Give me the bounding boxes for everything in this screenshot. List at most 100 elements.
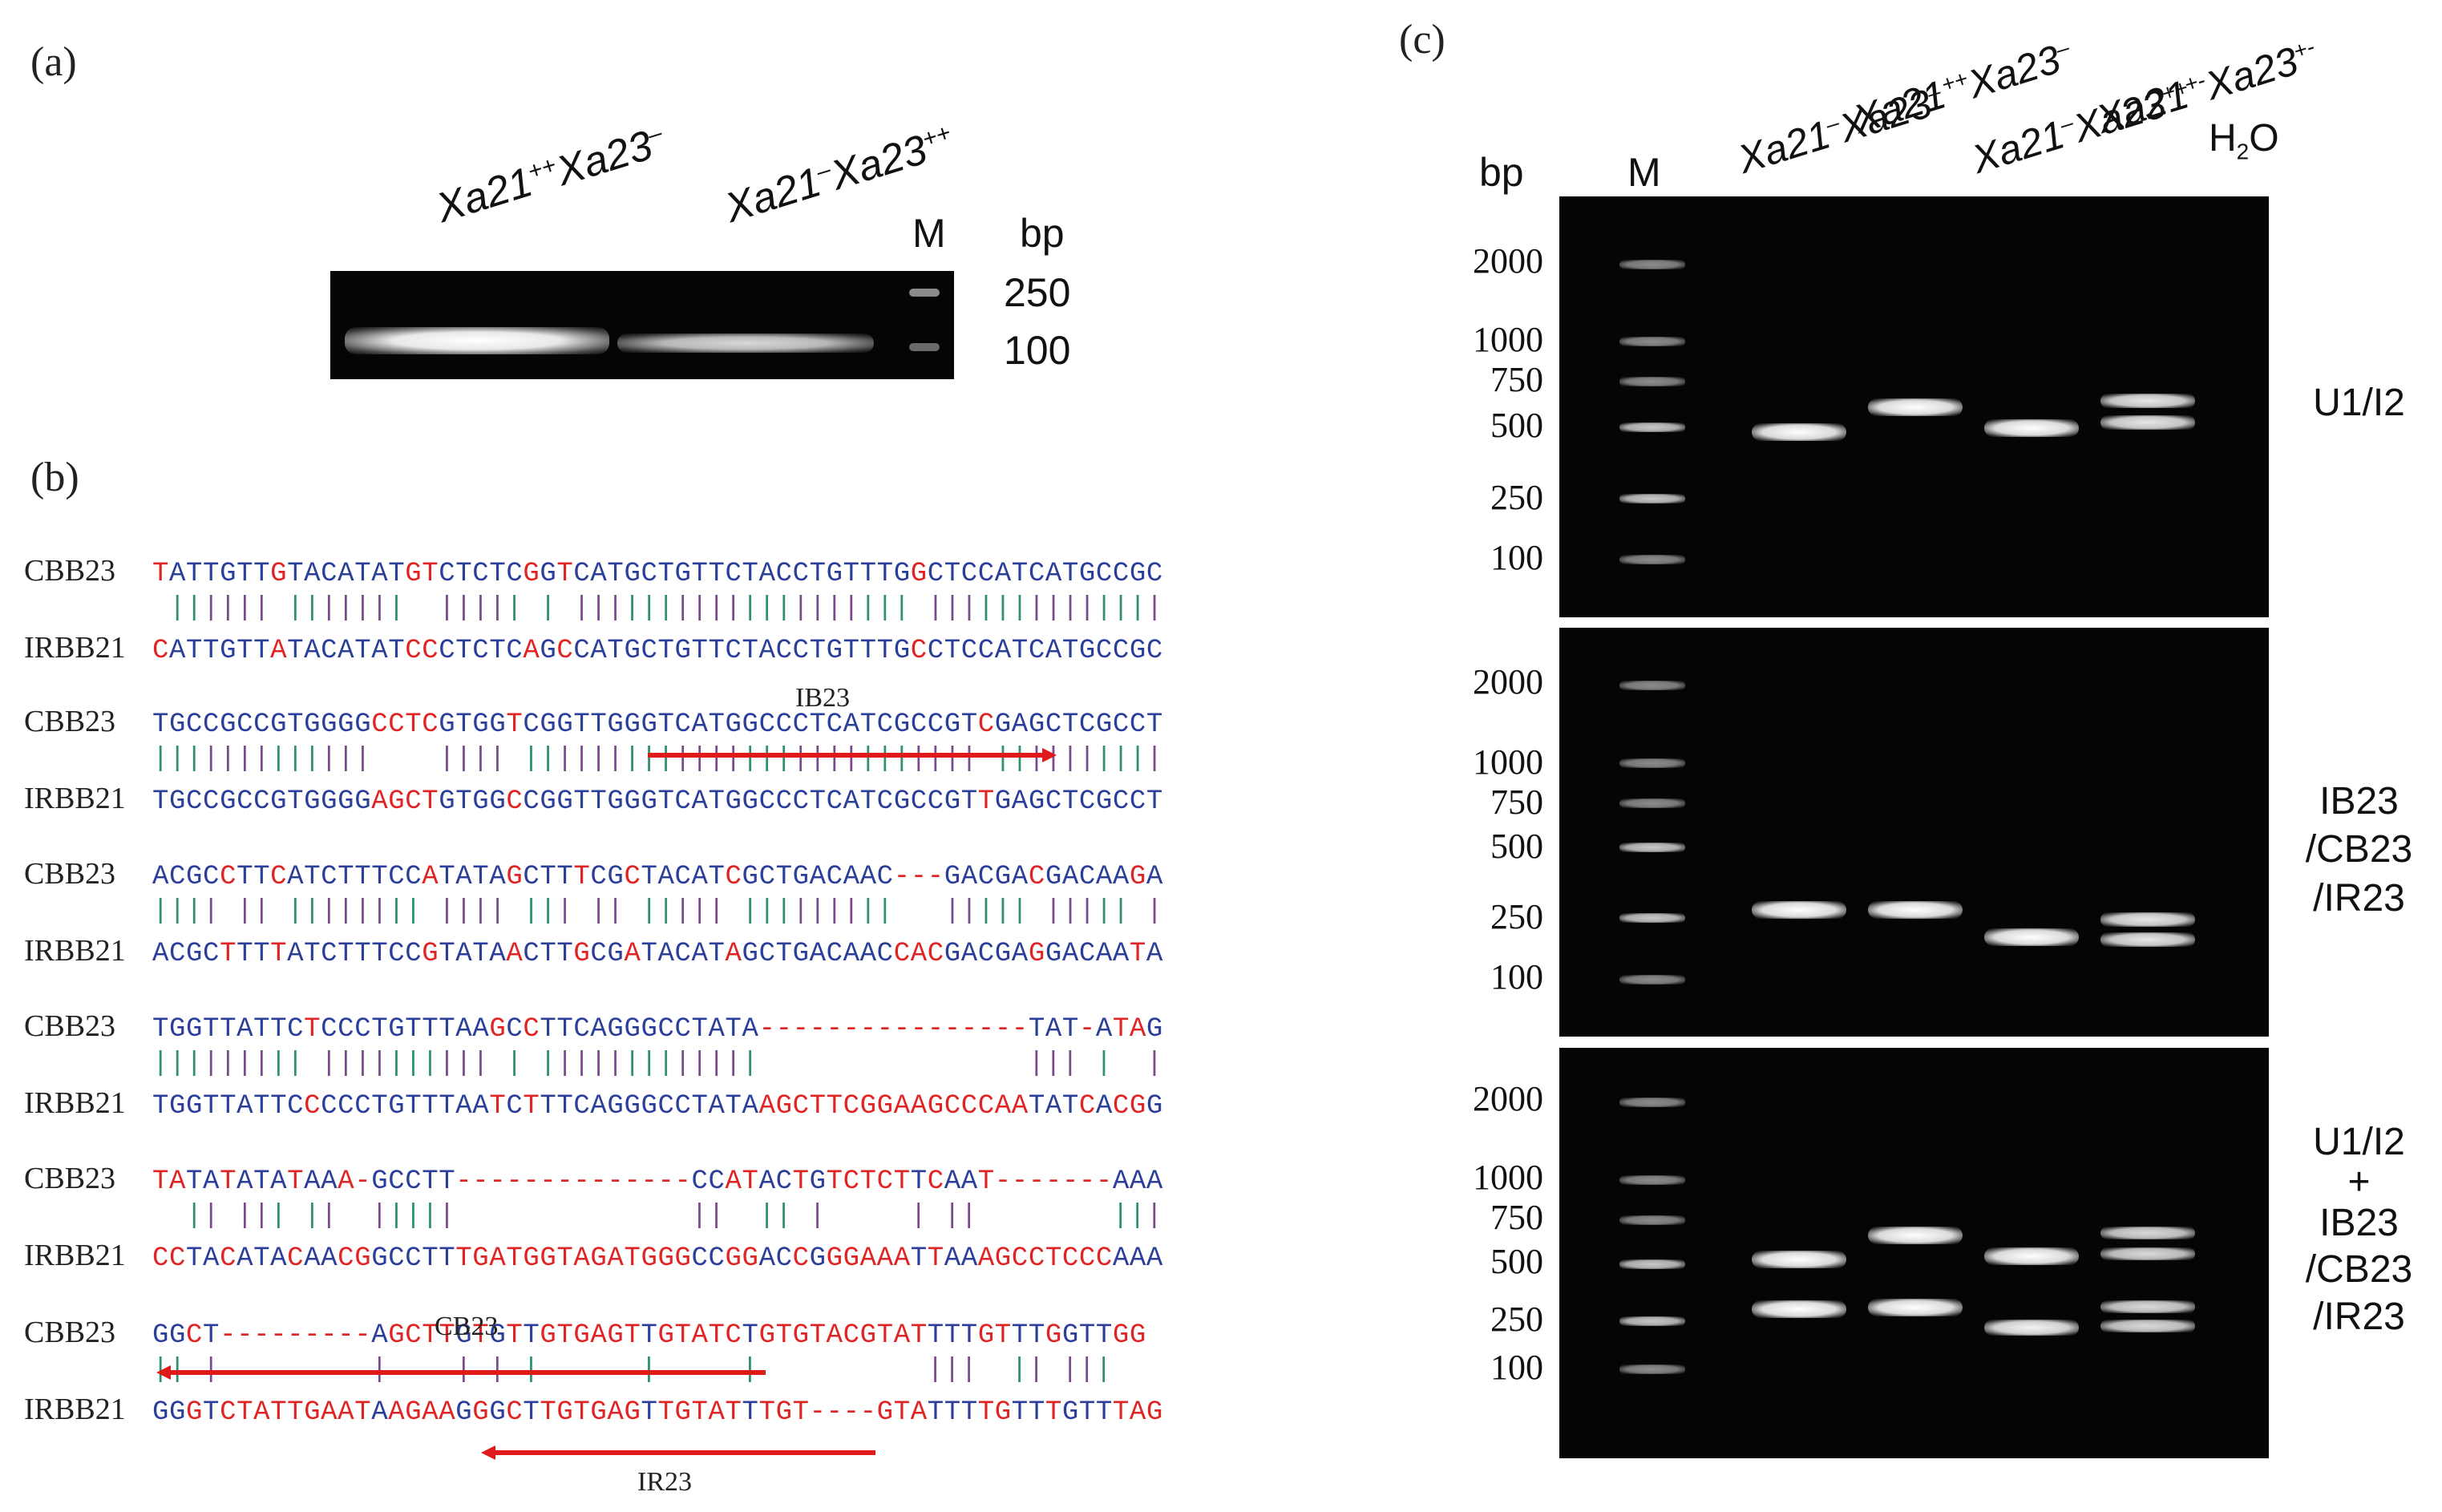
gel-3-bp-1000: 1000: [1473, 1158, 1543, 1197]
seq-top: GGCT---------AGCTTGTGTTGTGAGTTGTATCTGTGT…: [152, 1320, 1146, 1351]
gel-2-lane-4-band-b: [2100, 932, 2195, 947]
seq-bottom: GGGTCTATTGAATAAGAAGGGCTTGTGAGTTGTATTTGT-…: [152, 1397, 1163, 1428]
seq-bottom: TGCCGCCGTGGGGAGCTGTGGCCGGTTGGGTCATGGCCCT…: [152, 786, 1163, 817]
seq-name-top: CBB23: [24, 554, 116, 588]
gel-3-primer-line-3: IB23: [2319, 1201, 2399, 1244]
seq-bottom: ACGCTTTTATCTTTCCGTATAACTTGCGATACATAGCTGA…: [152, 939, 1163, 969]
alignment-row-irbb21: IRBB21 GGGTCTATTGAATAAGAAGGGCTTGTGAGTTGTA…: [24, 1392, 1163, 1428]
gel-1-marker-band-1: [1619, 337, 1685, 346]
gel-3-lane-2-band-a: [1868, 1227, 1963, 1244]
seq-name-bottom: IRBB21: [24, 1086, 126, 1120]
gel-3-marker-band-5: [1619, 1364, 1685, 1374]
gel-2-primer-line-2: /CB23: [2305, 828, 2413, 871]
alignment-row-cbb23: CBB23 ACGCCTTCATCTTTCCATATAGCTTTCGCTACATC…: [24, 856, 1163, 892]
panel-c-label: (c): [1399, 17, 1445, 63]
gel-2-bp-2000: 2000: [1473, 662, 1543, 701]
seq-name-bottom: IRBB21: [24, 1393, 126, 1426]
panel-a-marker-band-100: [909, 343, 940, 351]
gel-1-lane-1-band: [1752, 423, 1846, 441]
panel-a-gel: [330, 271, 954, 379]
sequence-alignment: CBB23 TATTGTTGTACATATGTCTCTCGGTCATGCTGTTC…: [24, 553, 1163, 1497]
seq-name-top: CBB23: [24, 705, 116, 738]
gel-1-lane-4-band-a: [2100, 394, 2195, 408]
gel-1-marker-band-5: [1619, 555, 1685, 564]
alignment-row-cbb23: CBB23 TATTGTTGTACATATGTCTCTCGGTCATGCTGTTC…: [24, 553, 1163, 589]
gel-3-bp-2000: 2000: [1473, 1079, 1543, 1118]
gel-2-primer-line-3: /IR23: [2313, 876, 2405, 920]
alignment-row-irbb21: IRBB21 ACGCTTTTATCTTTCCGTATAACTTGCGATACAT…: [24, 933, 1163, 969]
seq-name-top: CBB23: [24, 1162, 116, 1195]
gel-3-primer-line-1: U1/I2: [2313, 1121, 2405, 1163]
panel-a-marker-label: M: [912, 211, 946, 256]
gel-2-bp-250: 250: [1490, 897, 1543, 936]
panel-c-water-label: H2O: [2209, 117, 2279, 164]
gel-3-marker-band-0: [1619, 1098, 1685, 1107]
panel-a-bp-title: bp: [1020, 211, 1065, 256]
gel-1-bp-100: 100: [1490, 538, 1543, 577]
gel-3-lane-3-band-b: [1984, 1320, 2079, 1336]
alignment-row-cbb23: CBB23 TGCCGCCGTGGGGCCTCGTGGTCGGTTGGGTCATG…: [24, 704, 1163, 740]
alignment-match-bars: ||||||||||||| |||| |||||||||||||||||||||…: [152, 744, 1163, 774]
gel-1-bp-500: 500: [1490, 406, 1543, 445]
gel-2-lane-2-band: [1868, 901, 1963, 919]
gel-1-bp-250: 250: [1490, 478, 1543, 517]
seq-name-top: CBB23: [24, 1316, 116, 1349]
panel-a-bp-250: 250: [1004, 270, 1071, 315]
gel-3-lane-4-band-d: [2100, 1320, 2195, 1332]
panel-a-band-lane-2: [617, 334, 874, 353]
gel-3-marker-band-4: [1619, 1316, 1685, 1326]
panel-a-label: (a): [30, 39, 77, 85]
gel-2-bp-500: 500: [1490, 827, 1543, 866]
gel-3-primer-line-2: +: [2347, 1161, 2371, 1204]
primer-ib23-label: IB23: [795, 683, 850, 713]
primer-ir23-label: IR23: [637, 1467, 692, 1497]
gel-3-bp-250: 250: [1490, 1300, 1543, 1339]
gel-2-marker-band-0: [1619, 681, 1685, 690]
gel-3-lane-4-band-b: [2100, 1247, 2195, 1260]
seq-bottom: CATTGTTATACATATCCCTCTCAGCCATGCTGTTCTACCT…: [152, 636, 1163, 666]
gel-2-bp-750: 750: [1490, 782, 1543, 822]
gel-1-bp-1000: 1000: [1473, 320, 1543, 359]
gel-1-marker-band-0: [1619, 260, 1685, 269]
seq-name-top: CBB23: [24, 857, 116, 891]
gel-3-primer-line-4: /CB23: [2305, 1248, 2413, 1292]
gel-2-primer-line-1: IB23: [2319, 780, 2399, 823]
gel-1-lane-3-band: [1984, 419, 2079, 437]
gel-3-marker-band-2: [1619, 1215, 1685, 1225]
alignment-row-irbb21: IRBB21 CCTACATACAACGGCCTTTGATGGTAGATGGGCC…: [24, 1238, 1163, 1274]
gel-2-marker-band-2: [1619, 798, 1685, 808]
panel-b-label: (b): [30, 455, 79, 500]
seq-bottom: TGGTTATTCCCCCTGTTTAATCTTTCAGGGCCTATAAGCT…: [152, 1091, 1163, 1122]
gel-1-lane-4-band-b: [2100, 415, 2195, 430]
seq-top: TATATATATAAA-GCCTT--------------CCATACTG…: [152, 1166, 1163, 1197]
gel-2-lane-3-band: [1984, 928, 2079, 946]
gel-3-lane-4-band-a: [2100, 1227, 2195, 1239]
gel-3-marker-band-3: [1619, 1259, 1685, 1269]
panel-c-marker-label: M: [1627, 150, 1661, 195]
alignment-row-cbb23: CBB23 TGGTTATTCTCCCTGTTTAAGCCTTCAGGGCCTAT…: [24, 1009, 1163, 1045]
gel-3-lane-1-band-a: [1752, 1251, 1846, 1268]
panel-a-bp-100: 100: [1004, 328, 1071, 373]
gel-3-primer-label: U1/I2 + IB23 /CB23 /IR23: [2281, 1122, 2437, 1337]
primer-cb23-arrow: [156, 1364, 766, 1381]
alignment-match-bars: ||||||||| |||||||||| | ||||||||||||| |||…: [152, 1049, 1163, 1079]
primer-cb23-label: CB23: [435, 1312, 499, 1341]
panel-c-bp-title: bp: [1479, 150, 1524, 195]
seq-bottom: CCTACATACAACGGCCTTTGATGGTAGATGGGCCGGACCG…: [152, 1243, 1163, 1274]
panel-c-gel-2: [1559, 628, 2269, 1037]
seq-top: TGGTTATTCTCCCTGTTTAAGCCTTCAGGGCCTATA----…: [152, 1014, 1163, 1045]
gel-3-marker-band-1: [1619, 1175, 1685, 1185]
gel-3-bp-100: 100: [1490, 1348, 1543, 1387]
gel-1-marker-band-2: [1619, 377, 1685, 386]
gel-1-marker-band-4: [1619, 494, 1685, 503]
alignment-match-bars: |||||| ||||||| ||||| | |||||||||||||||||…: [169, 593, 1163, 624]
primer-ir23-arrow: [481, 1445, 875, 1461]
alignment-row-irbb21: IRBB21 CATTGTTATACATATCCCTCTCAGCCATGCTGTT…: [24, 630, 1163, 666]
alignment-row-irbb21: IRBB21 TGCCGCCGTGGGGAGCTGTGGCCGGTTGGGTCAT…: [24, 781, 1163, 817]
gel-2-marker-band-3: [1619, 843, 1685, 852]
seq-name-bottom: IRBB21: [24, 1239, 126, 1272]
gel-1-primer-label: U1/I2: [2281, 382, 2437, 423]
gel-3-lane-1-band-b: [1752, 1300, 1846, 1318]
gel-2-lane-1-band: [1752, 901, 1846, 919]
panel-a-marker-band-250: [909, 289, 940, 297]
